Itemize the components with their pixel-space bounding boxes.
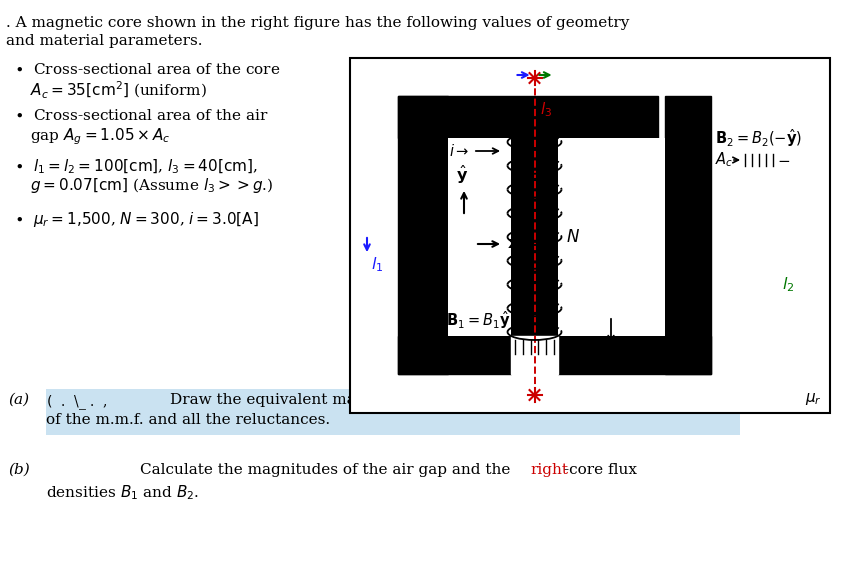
Text: of the m.m.f. and all the reluctances.: of the m.m.f. and all the reluctances. (46, 413, 330, 427)
Text: $l_2$: $l_2$ (782, 276, 794, 294)
Bar (398, 96, 658, 138)
Text: . A magnetic core shown in the right figure has the following values of geometry: . A magnetic core shown in the right fig… (6, 16, 630, 30)
Text: $\bullet$  Cross-sectional area of the core: $\bullet$ Cross-sectional area of the co… (14, 62, 280, 77)
Text: $\uparrow g$ (air gap): $\uparrow g$ (air gap) (586, 346, 674, 362)
Text: densities $B_1$ and $B_2$.: densities $B_1$ and $B_2$. (46, 483, 199, 502)
Bar (350, 58, 830, 413)
Bar (46, 389, 740, 435)
Bar (558, 336, 711, 374)
Text: and material parameters.: and material parameters. (6, 34, 203, 48)
Text: $\mathsf{(}$  .  \_ .  ,: $\mathsf{(}$ . \_ . , (46, 393, 108, 412)
Text: (a): (a) (8, 393, 30, 407)
Bar (558, 138, 665, 336)
Text: -core flux: -core flux (564, 463, 637, 477)
Text: $\bullet$  $\mu_r = 1{,}500$, $N = 300$, $i = 3.0[\mathrm{A}]$: $\bullet$ $\mu_r = 1{,}500$, $N = 300$, … (14, 210, 259, 229)
Text: Calculate the magnitudes of the air gap and the: Calculate the magnitudes of the air gap … (140, 463, 515, 477)
Text: $\hat{\mathbf{x}}$: $\hat{\mathbf{x}}$ (507, 234, 519, 253)
Bar (665, 96, 711, 374)
Text: $\mu_r$: $\mu_r$ (805, 391, 822, 407)
Bar (398, 96, 448, 374)
Text: $\mathbf{B}_1 = B_1\hat{\mathbf{y}}$: $\mathbf{B}_1 = B_1\hat{\mathbf{y}}$ (446, 309, 511, 331)
Text: gap $A_g = 1.05 \times A_c$: gap $A_g = 1.05 \times A_c$ (30, 126, 170, 147)
Text: $-$: $-$ (777, 153, 790, 167)
Text: $l_1$: $l_1$ (371, 255, 383, 275)
Bar (511, 336, 558, 374)
Text: $A_g$: $A_g$ (446, 338, 465, 358)
Text: (b): (b) (8, 463, 30, 477)
Text: $i\rightarrow$: $i\rightarrow$ (448, 143, 469, 159)
Bar (448, 138, 511, 336)
Text: Draw the equivalent magnetic circuit, and calculate the values: Draw the equivalent magnetic circuit, an… (170, 393, 656, 407)
Text: $\bullet$  Cross-sectional area of the air: $\bullet$ Cross-sectional area of the ai… (14, 108, 268, 123)
Text: $A_c$: $A_c$ (715, 151, 733, 169)
Text: $g = 0.07[\mathrm{cm}]$ (Assume $l_3 >> g$.): $g = 0.07[\mathrm{cm}]$ (Assume $l_3 >> … (30, 176, 273, 195)
Text: $\bullet$  $l_1 = l_2 = 100[\mathrm{cm}]$, $l_3 = 40[\mathrm{cm}]$,: $\bullet$ $l_1 = l_2 = 100[\mathrm{cm}]$… (14, 158, 257, 176)
Bar (398, 336, 511, 374)
Text: right: right (530, 463, 568, 477)
Text: $l_3$: $l_3$ (539, 101, 552, 119)
Text: $A_c = 35[\mathrm{cm}^2]$ (uniform): $A_c = 35[\mathrm{cm}^2]$ (uniform) (30, 80, 207, 101)
Text: $\hat{\mathbf{y}}$: $\hat{\mathbf{y}}$ (456, 164, 468, 186)
Bar (511, 138, 558, 336)
Text: $N$: $N$ (566, 228, 580, 246)
Text: $\mathbf{B}_2 = B_2(-\hat{\mathbf{y}})$: $\mathbf{B}_2 = B_2(-\hat{\mathbf{y}})$ (715, 127, 802, 149)
